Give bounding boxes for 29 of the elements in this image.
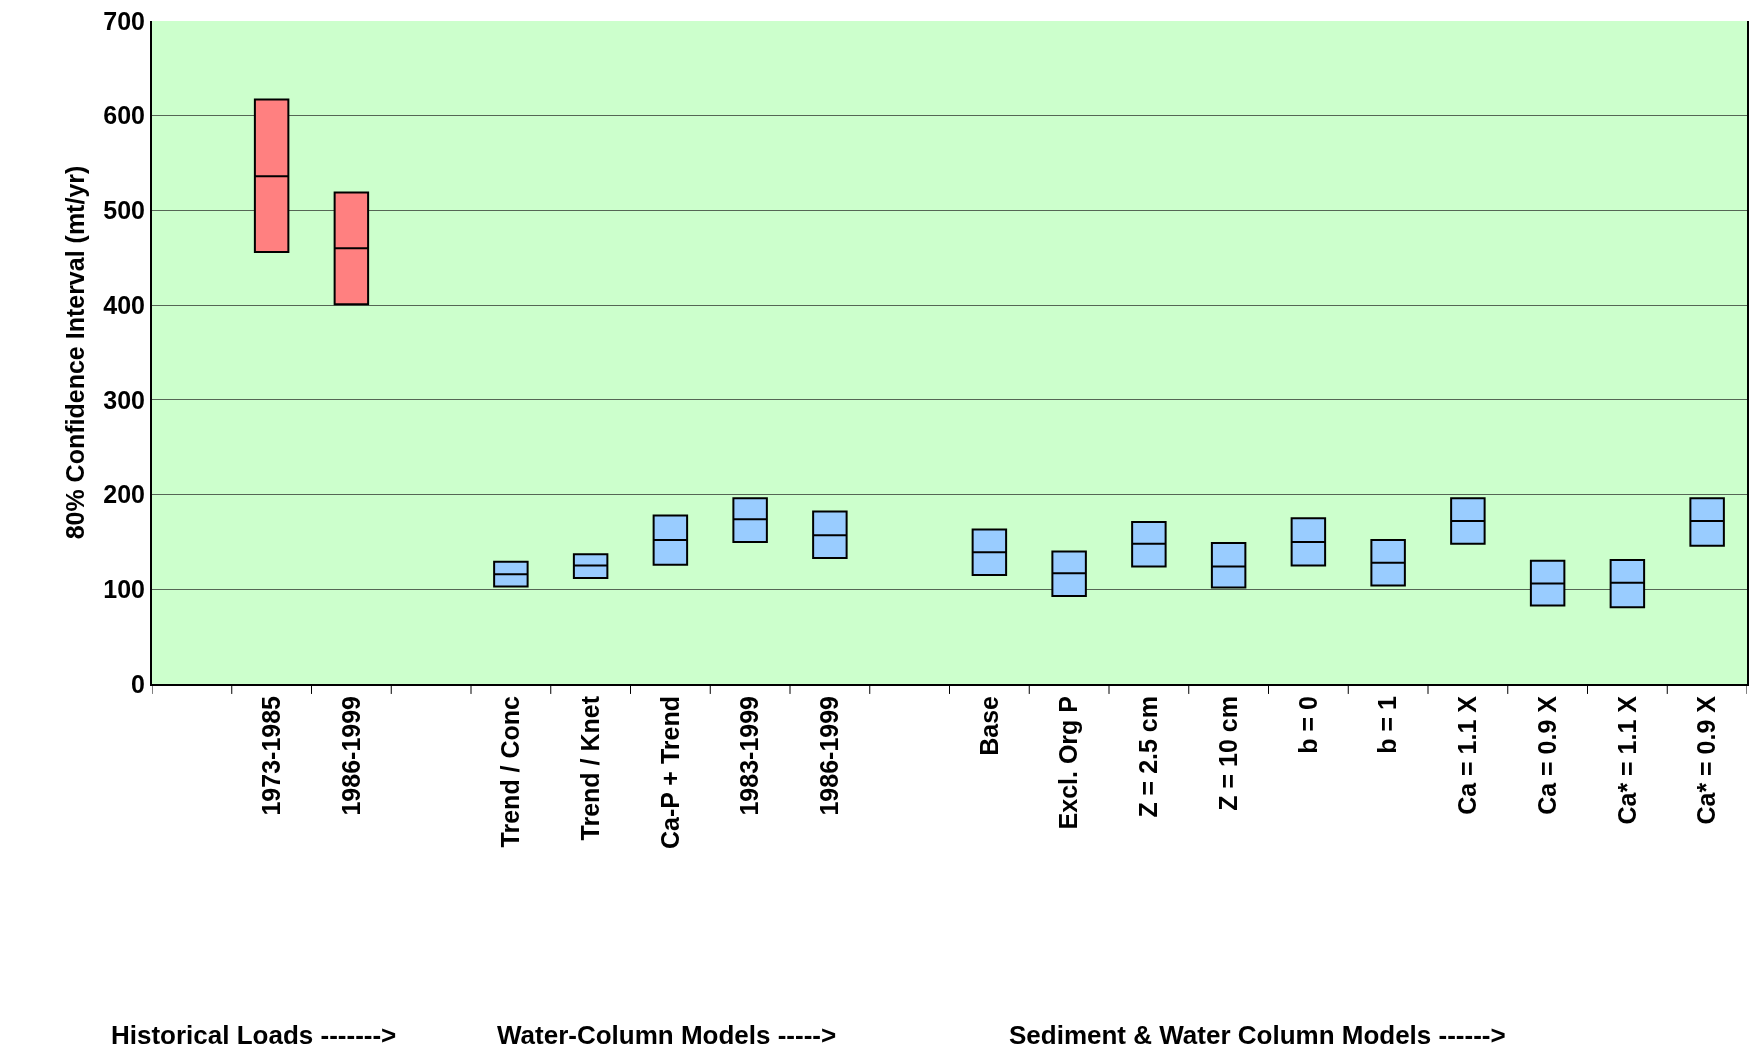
y-tick-label: 0 — [131, 669, 145, 698]
text: Sediment & Water Column Models ------> — [1009, 1020, 1506, 1050]
x-tick-label: Excl. Org P — [1054, 696, 1083, 830]
x-tick-label: Ca* = 0.9 X — [1692, 695, 1721, 825]
x-tick-label: Trend / Conc — [496, 695, 525, 848]
x-tick-label: b = 1 — [1373, 695, 1402, 754]
y-tick-label: 300 — [103, 385, 145, 414]
x-tick-label: Ca = 1.1 X — [1453, 695, 1482, 815]
x-tick-label: 1986-1999 — [336, 696, 365, 816]
x-tick-label: 1983-1999 — [735, 696, 764, 816]
x-tick-label: Ca* = 1.1 X — [1612, 695, 1641, 825]
text: Water-Column Models -----> — [497, 1020, 837, 1050]
x-tick-label: 1986-1999 — [815, 696, 844, 816]
x-tick-label: 1973-1985 — [256, 695, 285, 816]
x-tick-label: Trend / Knet — [575, 695, 604, 841]
x-tick-label: Z = 10 cm — [1213, 696, 1242, 811]
x-tick-label: Base — [974, 695, 1003, 756]
x-tick-label: Ca = 0.9 X — [1532, 695, 1561, 815]
y-tick-label: 700 — [103, 6, 145, 35]
y-tick-label: 200 — [103, 480, 145, 509]
y-tick-label: 600 — [103, 101, 145, 130]
y-tick-label: 500 — [103, 196, 145, 225]
text: Historical Loads -------> — [111, 1020, 397, 1050]
x-tick-label: Ca-P + Trend — [655, 696, 684, 850]
y-axis-title: 80% Confidence Interval (mt/yr) — [60, 165, 89, 540]
x-tick-label: b = 0 — [1293, 696, 1322, 754]
y-tick-label: 100 — [103, 575, 145, 604]
y-tick-label: 400 — [103, 290, 145, 319]
x-tick-label: Z = 2.5 cm — [1134, 696, 1163, 818]
